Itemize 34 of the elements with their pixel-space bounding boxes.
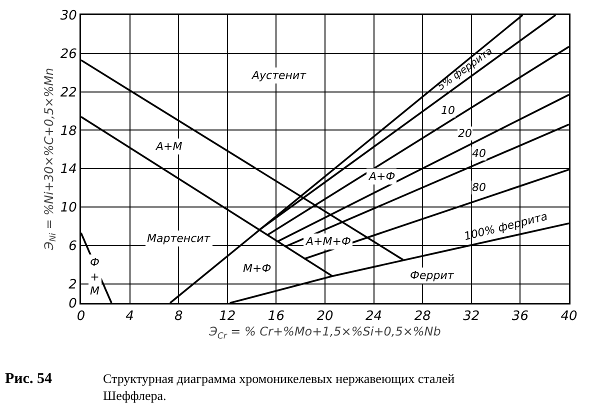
annotation: А+М [155,140,183,153]
annotation: А+Ф [368,170,396,183]
y-tick-label: 2 [68,277,77,292]
annotation: 20 [458,127,472,140]
y-tick-label: 18 [60,124,77,139]
annotation: Мартенсит [147,232,211,245]
y-tick-label: 14 [60,162,77,178]
x-tick-label: 32 [463,309,480,324]
annotation: 40 [472,147,486,160]
annotation: 10 [441,104,455,117]
x-tick-label: 16 [268,309,284,324]
y-tick-label: 10 [60,200,77,216]
x-tick-label: 4 [126,309,134,324]
x-tick-label: 12 [219,309,236,324]
annotation: А+М+Ф [305,235,351,248]
y-tick-label: 22 [60,85,77,100]
y-tick-label: 0 [68,296,77,312]
x-tick-label: 36 [512,309,528,324]
y-tick-label: 6 [68,238,77,254]
annotation: Аустенит [251,69,307,82]
annotation: Ф + М [90,256,100,298]
annotation: 80 [472,181,486,194]
x-tick-label: 40 [560,309,578,324]
x-tick-label: 24 [366,309,382,324]
text: Рис. 54 [5,371,52,387]
x-axis-title: Э$_{Cr}$ = % Cr+%Mo+1,5×%Si+0,5×%Nb [208,324,442,340]
y-tick-label: 30 [60,8,77,24]
annotation: Феррит [410,269,454,282]
text: Структурная диаграмма хромоникелевых нержавеющих сталей Шеффлера. [103,371,455,403]
y-tick-label: 26 [60,46,77,62]
x-tick-label: 8 [174,309,183,324]
x-tick-label: 20 [316,309,334,324]
x-tick-label: 28 [414,309,431,324]
annotation: М+Ф [243,262,272,275]
